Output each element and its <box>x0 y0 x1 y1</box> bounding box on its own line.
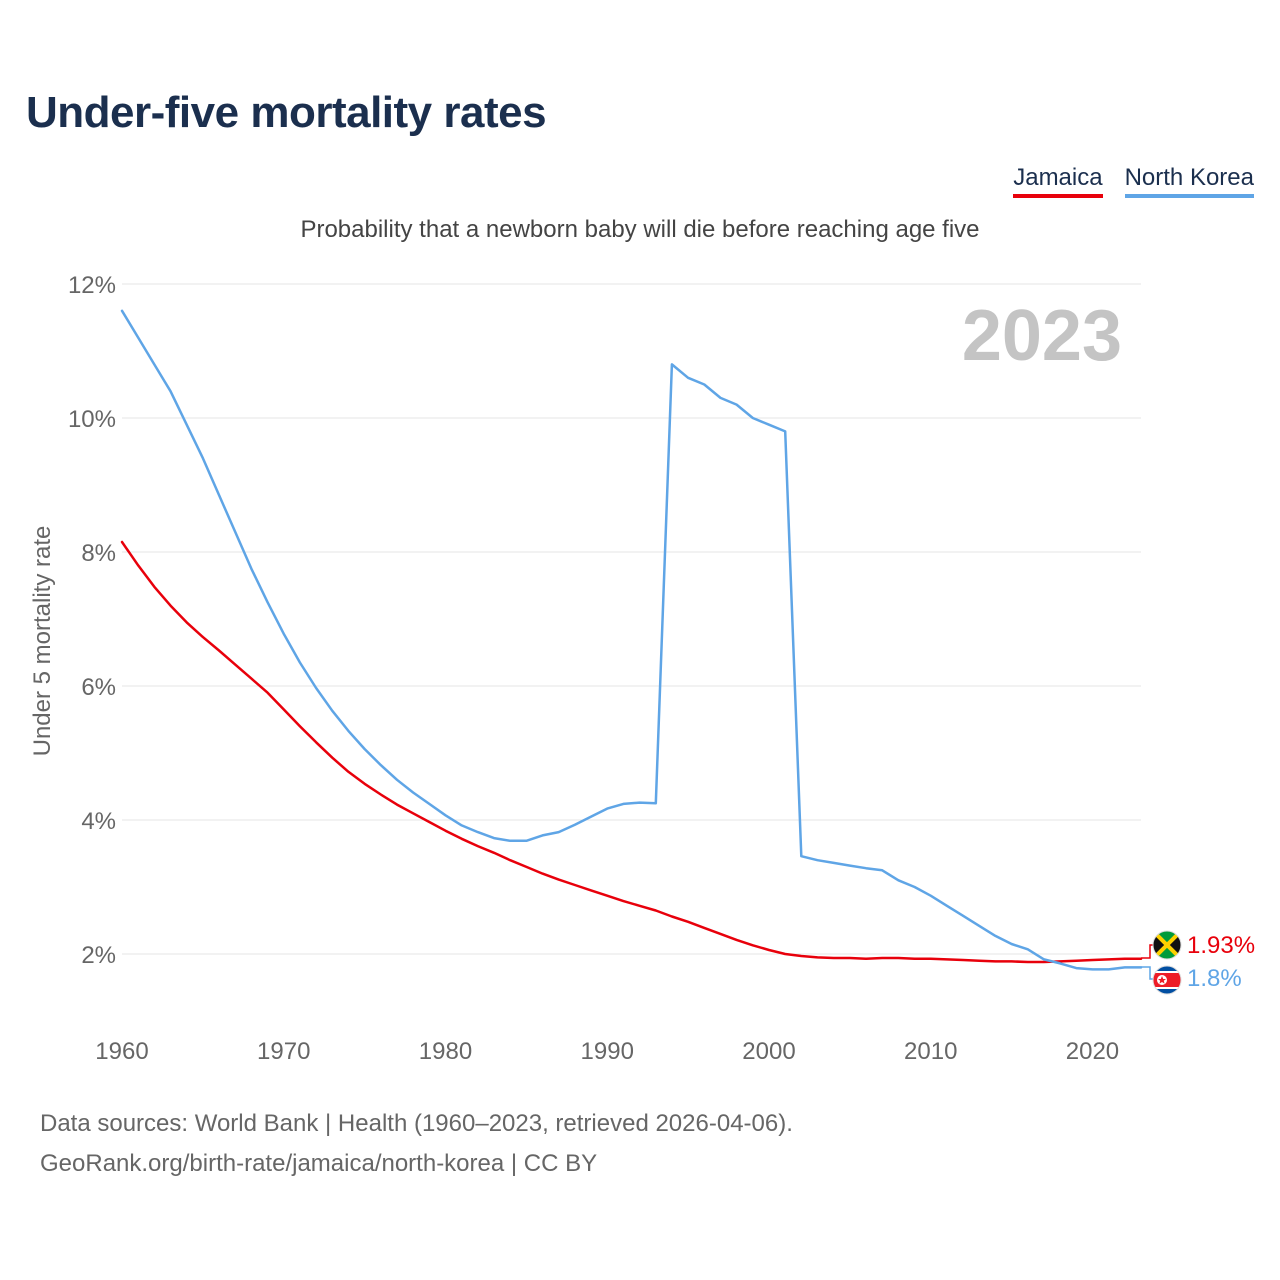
series-line-north-korea[interactable] <box>120 309 1143 971</box>
y-tick-label: 6% <box>81 674 116 701</box>
y-tick-label: 4% <box>81 808 116 835</box>
chart-subtitle: Probability that a newborn baby will die… <box>300 216 980 243</box>
year-watermark: 2023 <box>962 296 1122 376</box>
y-tick-label: 8% <box>81 540 116 567</box>
y-tick-label: 10% <box>68 406 116 433</box>
x-tick-label: 1980 <box>419 1038 472 1065</box>
footer: Data sources: World Bank | Health (1960–… <box>40 1104 793 1184</box>
north-korea-flag-icon <box>1152 965 1182 995</box>
legend-item-jamaica[interactable]: Jamaica <box>1013 164 1103 198</box>
series-line-jamaica[interactable] <box>120 540 1143 964</box>
legend: Jamaica North Korea <box>1013 164 1254 198</box>
line-chart: 2% 4% 6% 8% 10% 12% 1960 1970 1980 1990 2000 2010 2… <box>29 272 1255 1065</box>
north-korea-end-value: 1.8% <box>1187 965 1242 992</box>
x-tick-label: 1990 <box>581 1038 634 1065</box>
x-tick-label: 2010 <box>904 1038 957 1065</box>
x-tick-label: 2000 <box>742 1038 795 1065</box>
jamaica-flag-icon <box>1152 930 1182 960</box>
y-tick-label: 2% <box>81 942 116 969</box>
y-tick-label: 12% <box>68 272 116 299</box>
source-link[interactable]: GeoRank.org/birth-rate/jamaica/north-kor… <box>40 1150 598 1177</box>
x-tick-label: 2020 <box>1066 1038 1119 1065</box>
jamaica-end-value: 1.93% <box>1187 932 1255 959</box>
x-axis-ticks: 1960 1970 1980 1990 2000 2010 2020 <box>95 1038 1119 1065</box>
series-lines <box>120 309 1143 971</box>
data-source-note: Data sources: World Bank | Health (1960–… <box>40 1110 793 1137</box>
y-axis-ticks: 2% 4% 6% 8% 10% 12% <box>68 272 116 969</box>
chart-title: Under-five mortality rates <box>26 88 547 137</box>
legend-item-north-korea[interactable]: North Korea <box>1124 164 1254 198</box>
x-tick-label: 1970 <box>257 1038 310 1065</box>
y-axis-label: Under 5 mortality rate <box>29 526 56 757</box>
x-tick-label: 1960 <box>95 1038 148 1065</box>
gridlines <box>122 283 1141 955</box>
